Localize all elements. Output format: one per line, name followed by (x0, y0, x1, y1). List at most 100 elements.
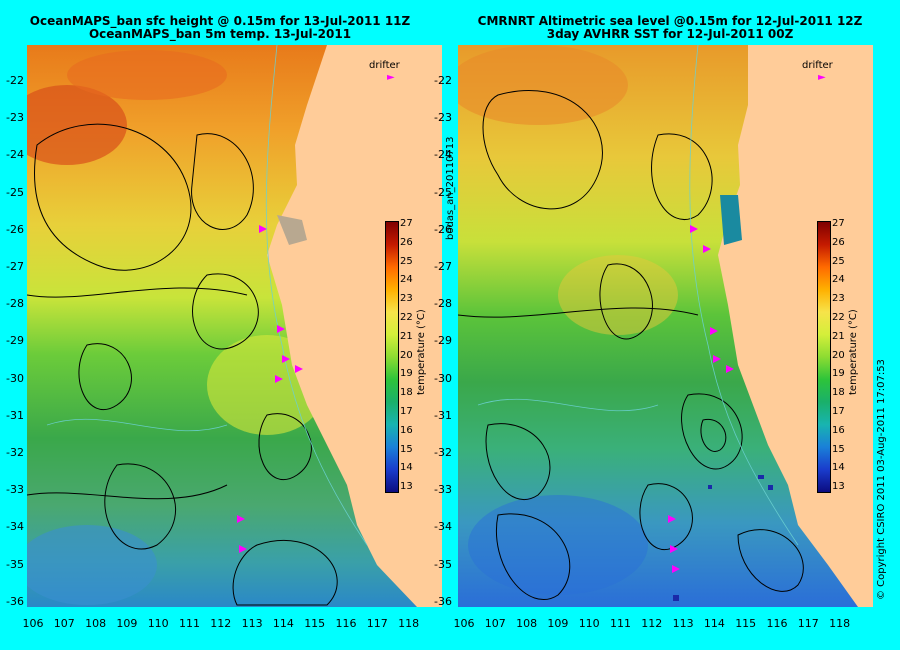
right-colorbar-tick: 16 (832, 424, 845, 436)
right-lat-label: -27 (434, 260, 452, 273)
left-lon-label: 115 (304, 617, 326, 630)
right-lon-label: 115 (735, 617, 757, 630)
left-title-line2: OceanMAPS_ban 5m temp. 13-Jul-2011 (88, 27, 352, 41)
right-colorbar-tick: 13 (832, 481, 845, 493)
left-map-plot (27, 45, 442, 607)
left-colorbar-tick: 18 (400, 387, 413, 399)
left-lat-label: -28 (6, 297, 24, 311)
right-map-plot (458, 45, 873, 607)
right-lon-label: 114 (703, 617, 725, 630)
left-lat-label: -26 (6, 222, 24, 236)
right-lat-label: -32 (434, 446, 452, 459)
right-lat-label: -24 (434, 148, 452, 162)
right-title-line1: CMRNRT Altimetric sea level @0.15m for 1… (477, 14, 863, 28)
right-lat-label: -29 (434, 334, 452, 348)
right-lon-label: 113 (672, 617, 694, 630)
left-colorbar-tick: 20 (400, 349, 413, 361)
left-lat-label: -33 (6, 483, 24, 497)
right-lat-label: -34 (434, 520, 452, 534)
left-lat-label: -35 (6, 557, 24, 571)
right-colorbar-tick: 26 (832, 236, 845, 248)
left-map-svg (27, 45, 442, 607)
left-lat-label: -24 (6, 148, 24, 162)
left-colorbar-tick: 15 (400, 443, 413, 455)
left-lon-label: 107 (53, 617, 75, 630)
right-colorbar-tick: 17 (832, 406, 845, 417)
left-lat-label: -31 (6, 408, 24, 422)
right-colorbar-tick: 24 (832, 274, 845, 286)
left-colorbar-tick: 27 (400, 218, 413, 229)
left-drifter-label: drifter (369, 60, 400, 71)
right-colorbar-tick: 25 (832, 255, 845, 267)
left-colorbar-tick: 21 (400, 330, 413, 342)
left-lon-label: 110 (147, 617, 169, 630)
right-lat-label: -25 (434, 185, 452, 199)
left-colorbar-tick: 25 (400, 255, 413, 267)
left-lon-label: 114 (272, 617, 294, 630)
left-lat-label: -23 (6, 111, 24, 125)
left-lon-label: 111 (179, 617, 200, 630)
left-lon-label: 109 (116, 617, 138, 630)
left-colorbar-tick: 22 (400, 312, 413, 323)
right-lon-label: 111 (610, 617, 631, 630)
right-lat-label: -28 (434, 297, 452, 311)
right-colorbar-tick: 18 (832, 387, 845, 399)
left-colorbar-tick: 14 (400, 462, 413, 474)
left-lon-label: 106 (22, 617, 44, 630)
left-colorbar-tick: 19 (400, 368, 413, 380)
right-map-panel: CMRNRT Altimetric sea level @0.15m for 1… (434, 0, 900, 650)
right-map-svg (458, 45, 873, 607)
left-lon-label: 108 (85, 617, 107, 630)
left-lon-label: 112 (210, 617, 232, 630)
left-lat-label: -30 (6, 371, 24, 385)
right-lon-label: 116 (766, 617, 788, 630)
right-lat-label: -36 (434, 594, 452, 608)
right-colorbar-tick: 27 (832, 218, 845, 229)
left-colorbar-tick: 26 (400, 236, 413, 248)
right-colorbar-tick: 23 (832, 293, 845, 305)
left-lat-label: -29 (6, 334, 24, 348)
left-colorbar-tick: 13 (400, 481, 413, 493)
left-colorbar-tick: 23 (400, 293, 413, 305)
left-drifter-legend-icon: ► (387, 72, 395, 83)
left-colorbar-label: temperature (°C) (416, 309, 427, 395)
left-lat-label: -22 (6, 74, 24, 87)
right-lon-label: 110 (578, 617, 600, 630)
right-lon-label: 118 (829, 617, 851, 630)
run-identifier-text: bodas_an_20110713 (445, 136, 456, 240)
right-colorbar-label: temperature (°C) (848, 309, 859, 395)
left-lon-label: 116 (335, 617, 357, 630)
right-lon-label: 108 (516, 617, 538, 630)
left-lon-label: 118 (398, 617, 420, 630)
left-colorbar (385, 221, 399, 493)
left-colorbar-tick: 17 (400, 406, 413, 417)
right-colorbar-tick: 21 (832, 330, 845, 342)
right-colorbar-tick: 20 (832, 349, 845, 361)
right-drifter-legend-icon: ► (818, 72, 826, 83)
left-lon-label: 117 (366, 617, 388, 630)
right-colorbar-tick: 22 (832, 312, 845, 323)
left-lat-label: -25 (6, 185, 24, 199)
left-lat-label: -36 (6, 594, 24, 608)
right-colorbar-tick: 14 (832, 462, 845, 474)
left-lat-label: -32 (6, 446, 24, 459)
right-lat-label: -31 (434, 408, 452, 422)
right-lon-label: 106 (453, 617, 475, 630)
right-lat-label: -33 (434, 483, 452, 497)
left-colorbar-tick: 16 (400, 424, 413, 436)
right-colorbar-tick: 15 (832, 443, 845, 455)
left-lon-label: 113 (241, 617, 263, 630)
right-lon-label: 112 (641, 617, 663, 630)
right-title-line2: 3day AVHRR SST for 12-Jul-2011 00Z (546, 27, 794, 41)
right-lat-label: -30 (434, 371, 452, 385)
right-colorbar-tick: 19 (832, 368, 845, 380)
right-drifter-label: drifter (802, 60, 833, 71)
left-lat-label: -34 (6, 520, 24, 534)
right-colorbar (817, 221, 831, 493)
copyright-text: © Copyright CSIRO 2011 03-Aug-2011 17:07… (876, 359, 887, 600)
right-lon-label: 107 (484, 617, 506, 630)
right-lat-label: -22 (434, 74, 452, 87)
left-colorbar-tick: 24 (400, 274, 413, 286)
right-lon-label: 117 (797, 617, 819, 630)
right-lat-label: -35 (434, 557, 452, 571)
